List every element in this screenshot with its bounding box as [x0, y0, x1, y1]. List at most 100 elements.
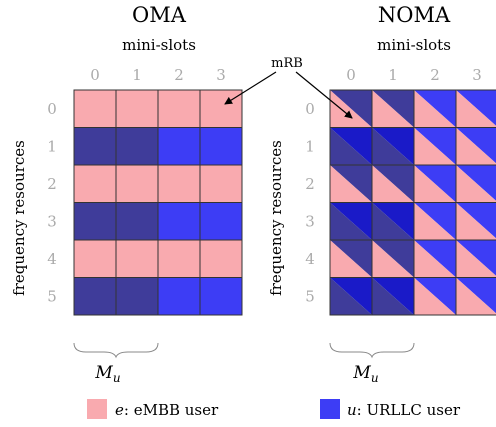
oma-cell: [73, 164, 117, 203]
oma-cell: [73, 89, 117, 128]
noma-cell-embb: [330, 90, 372, 128]
slot-label: 2: [430, 66, 440, 84]
noma-cell-embb: [456, 202, 496, 240]
noma-span-brace: [329, 342, 415, 359]
oma-cell: [199, 164, 243, 203]
slot-label: 1: [132, 66, 142, 84]
oma-cell: [115, 89, 159, 128]
slot-label: 3: [472, 66, 482, 84]
noma-cell-embb: [372, 240, 414, 278]
noma-cell-border: [455, 277, 496, 316]
noma-cell-embb: [330, 127, 372, 165]
noma-cell-embb: [414, 127, 456, 165]
oma-cell: [73, 277, 117, 316]
noma-cell-embb: [414, 165, 456, 203]
oma-cell: [73, 202, 117, 241]
noma-cell-embb: [372, 127, 414, 165]
oma-cell: [115, 164, 159, 203]
noma-slot-labels: 0 1 2 3: [346, 66, 482, 84]
row-label: 3: [305, 212, 315, 230]
noma-cell-embb: [414, 90, 456, 128]
noma-span-label: Mu: [352, 363, 378, 385]
noma-cell-embb: [330, 240, 372, 278]
slot-label: 2: [174, 66, 184, 84]
row-label: 0: [47, 100, 57, 118]
oma-cell: [157, 127, 201, 166]
oma-cell: [157, 239, 201, 278]
noma-cell-embb: [372, 202, 414, 240]
oma-cell: [199, 239, 243, 278]
slot-label: 0: [346, 66, 356, 84]
oma-cell: [199, 202, 243, 241]
row-label: 2: [305, 175, 315, 193]
oma-cell: [115, 127, 159, 166]
noma-cell-embb: [330, 202, 372, 240]
legend-embb-swatch: [87, 399, 107, 419]
oma-row-labels: 0 1 2 3 4 5: [47, 100, 57, 306]
oma-cell: [115, 239, 159, 278]
noma-cell-embb: [456, 90, 496, 128]
oma-cell: [157, 164, 201, 203]
row-label: 1: [47, 137, 57, 155]
slot-label: 3: [216, 66, 226, 84]
oma-cell: [199, 277, 243, 316]
noma-cell-embb: [372, 165, 414, 203]
row-label: 4: [47, 250, 57, 268]
noma-cell-embb: [372, 277, 414, 315]
slot-label: 0: [90, 66, 100, 84]
oma-span-label: Mu: [94, 363, 120, 385]
noma-cell-urllc: [456, 240, 496, 276]
oma-cell: [73, 127, 117, 166]
row-label: 0: [305, 100, 315, 118]
noma-cell-embb: [456, 127, 496, 165]
noma-cell-embb: [372, 90, 414, 128]
oma-slot-labels: 0 1 2 3: [90, 66, 226, 84]
oma-cell: [199, 89, 243, 128]
row-label: 5: [305, 287, 315, 305]
noma-cell-urllc: [456, 165, 496, 201]
mrb-arrow-noma: [295, 71, 353, 119]
row-label: 1: [305, 137, 315, 155]
noma-cell-embb: [456, 165, 496, 203]
y-axis-label-right: frequency resources: [267, 140, 285, 296]
noma-grid: [329, 89, 496, 316]
row-label: 5: [47, 287, 57, 305]
oma-grid: [73, 89, 243, 316]
oma-cell: [115, 277, 159, 316]
row-label: 4: [305, 250, 315, 268]
oma-cell: [199, 127, 243, 166]
legend-embb-label: e: eMBB user: [115, 401, 219, 419]
noma-cell-urllc: [456, 202, 496, 239]
slot-label: 1: [388, 66, 398, 84]
noma-cell-urllc: [456, 127, 496, 164]
noma-subtitle: mini-slots: [377, 36, 451, 54]
mrb-label: mRB: [271, 56, 303, 71]
noma-title: NOMA: [378, 3, 451, 27]
row-label: 2: [47, 175, 57, 193]
oma-cell: [73, 239, 117, 278]
legend-urllc-label: u: URLLC user: [347, 401, 461, 419]
noma-row-labels: 0 1 2 3 4 5: [305, 100, 315, 306]
oma-cell: [157, 277, 201, 316]
noma-cell-embb: [414, 277, 456, 315]
oma-title: OMA: [132, 3, 187, 27]
noma-cell-embb: [456, 240, 496, 278]
noma-cell-urllc: [456, 277, 496, 314]
noma-cell-embb: [330, 165, 372, 203]
noma-cell-urllc: [456, 90, 496, 126]
oma-cell: [157, 89, 201, 128]
legend-urllc-swatch: [320, 399, 340, 419]
oma-subtitle: mini-slots: [122, 36, 196, 54]
y-axis-label-left: frequency resources: [10, 140, 28, 296]
oma-cell: [157, 202, 201, 241]
noma-cell-embb: [414, 202, 456, 240]
oma-span-brace: [73, 342, 159, 359]
row-label: 3: [47, 212, 57, 230]
oma-cell: [115, 202, 159, 241]
mrb-arrow-oma: [224, 71, 277, 105]
noma-cell-embb: [330, 277, 372, 315]
noma-cell-embb: [456, 277, 496, 315]
noma-cell-embb: [414, 240, 456, 278]
